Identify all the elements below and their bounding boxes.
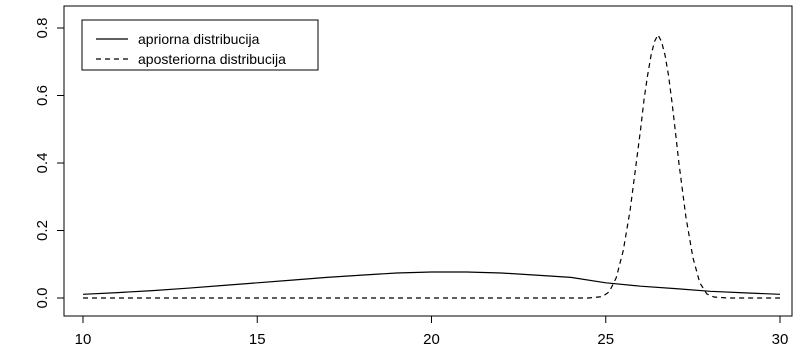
series-layer	[82, 34, 781, 299]
y-tick-label: 0.4	[34, 153, 51, 174]
series-aposteriorna	[83, 34, 780, 299]
x-axis: 10 15 20 25 30	[75, 315, 789, 348]
x-tick-label: 30	[772, 331, 789, 348]
x-tick-label: 20	[423, 331, 440, 348]
legend-box	[81, 19, 319, 71]
legend-label-aposteriorna: aposteriorna distribucija	[138, 51, 286, 67]
series-line-apriorna	[82, 271, 781, 295]
y-tick-label: 0.2	[34, 220, 51, 241]
y-tick-label: 0.8	[34, 18, 51, 39]
y-tick-label: 0.6	[34, 85, 51, 106]
legend-label-apriorna: apriorna distribucija	[138, 31, 260, 47]
x-tick-label: 10	[75, 331, 92, 348]
y-tick-label: 0.0	[34, 288, 51, 309]
series-apriorna	[82, 271, 781, 295]
legend: apriorna distribucija aposteriorna distr…	[81, 19, 319, 71]
x-tick-label: 25	[597, 331, 614, 348]
series-line-aposteriorna	[83, 34, 780, 299]
x-tick-label: 15	[249, 331, 266, 348]
y-axis: 0.0 0.2 0.4 0.6 0.8	[34, 18, 65, 309]
